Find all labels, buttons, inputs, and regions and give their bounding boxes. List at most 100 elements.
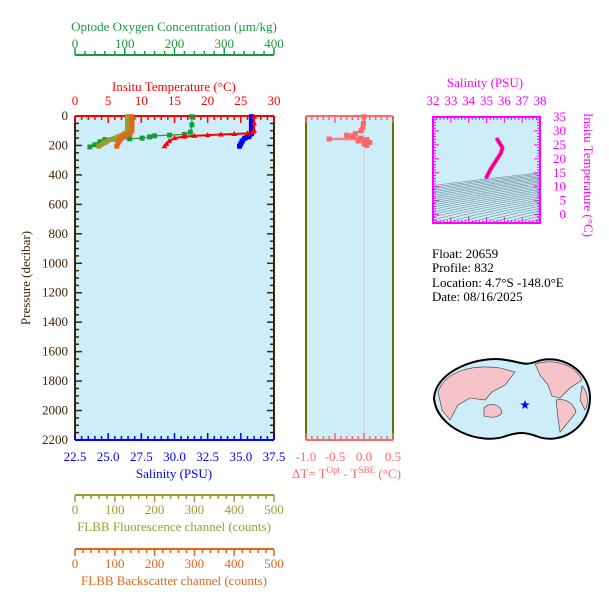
fluorescence-point [108, 137, 114, 143]
temperature-tick-label: 0 [72, 93, 79, 108]
star-icon [520, 400, 530, 409]
salinity-tick-label: 25.0 [97, 449, 120, 464]
oxygen-point [139, 135, 145, 141]
delta-t-point [358, 128, 364, 134]
salinity-point [246, 134, 252, 140]
ts-temperature-title: Insitu Temperature (°C) [581, 113, 596, 237]
ts-temperature-tick-label: 0 [560, 207, 567, 222]
density-contour [433, 194, 540, 215]
oxygen-tick-label: 200 [165, 36, 185, 51]
backscatter-tick-label: 400 [224, 556, 244, 571]
pressure-tick-label: 200 [49, 137, 69, 152]
backscatter-point [118, 136, 124, 142]
fluorescence-axis-title: FLBB Fluorescence channel (counts) [77, 519, 271, 534]
temperature-point [244, 130, 251, 136]
oxygen-point [167, 132, 173, 138]
delta-t-point [326, 136, 332, 142]
density-contour [433, 180, 540, 196]
delta-t-tick-label: 0.5 [385, 449, 401, 464]
delta-t-point [361, 114, 367, 120]
map-landmass [555, 399, 577, 433]
delta-t-point [360, 125, 366, 131]
oxygen-tick-label: 400 [264, 36, 284, 51]
oxygen-point [187, 129, 193, 135]
backscatter-tick-label: 300 [185, 556, 205, 571]
fluorescence-point [125, 114, 131, 120]
density-contour [455, 203, 540, 223]
ts-salinity-tick-label: 34 [462, 93, 476, 108]
salinity-point [237, 143, 243, 149]
temperature-axis-title: Insitu Temperature (°C) [112, 79, 236, 94]
oxygen-point [92, 142, 98, 148]
delta-t-point [361, 141, 367, 147]
backscatter-tick-label: 500 [264, 556, 284, 571]
density-contour [433, 187, 540, 206]
ts-temperature-tick-label: 30 [553, 123, 566, 138]
temperature-point [204, 132, 211, 138]
salinity-tick-label: 35.0 [229, 449, 252, 464]
backscatter-tick-label: 100 [105, 556, 125, 571]
temperature-point [249, 129, 256, 135]
salinity-point [239, 138, 245, 144]
density-contour [433, 179, 540, 194]
oxygen-point [97, 139, 103, 145]
delta-t-tick-label: -0.5 [325, 449, 346, 464]
pressure-axis-title: Pressure (decibar) [18, 231, 33, 325]
backscatter-point [116, 139, 122, 145]
salinity-tick-label: 30.0 [163, 449, 186, 464]
pressure-tick-label: 1400 [42, 314, 68, 329]
delta-t-point [355, 138, 361, 144]
ts-temperature-tick-label: 5 [560, 193, 567, 208]
oxygen-axis-title: Optode Oxygen Concentration (µm/kg) [71, 19, 277, 34]
oxygen-tick-label: 0 [72, 36, 79, 51]
pressure-tick-label: 1000 [42, 255, 68, 270]
ts-temperature-tick-label: 15 [553, 165, 566, 180]
density-contour [478, 208, 540, 223]
fluorescence-tick-label: 0 [72, 502, 79, 517]
oxygen-point [102, 137, 108, 143]
ts-salinity-tick-label: 38 [534, 93, 547, 108]
backscatter-point [129, 122, 135, 128]
salinity-point [248, 128, 254, 134]
temperature-point [231, 130, 238, 136]
density-contour [433, 175, 540, 189]
temperature-point [171, 135, 178, 141]
density-contour [433, 184, 540, 202]
salinity-tick-label: 37.5 [263, 449, 286, 464]
temperature-tick-label: 10 [135, 93, 148, 108]
pressure-tick-label: 600 [49, 196, 69, 211]
backscatter-point [114, 143, 120, 149]
fluorescence-tick-label: 200 [145, 502, 165, 517]
backscatter-point [129, 114, 135, 120]
ts-curve-inner [485, 138, 504, 178]
density-contour [433, 181, 540, 198]
ts-salinity-tick-label: 33 [444, 93, 457, 108]
salinity-point [248, 114, 254, 120]
delta-t-tick-label: 0.0 [356, 449, 372, 464]
temperature-tick-label: 15 [168, 93, 181, 108]
pressure-tick-label: 1800 [42, 373, 68, 388]
map-landmass [534, 361, 583, 399]
delta-t-tick-label: -1.0 [296, 449, 317, 464]
density-contour [433, 192, 540, 212]
density-contour [512, 215, 540, 223]
fluorescence-point [96, 143, 102, 149]
location: Location: 4.7°S -148.0°E [432, 275, 564, 290]
pressure-tick-label: 800 [49, 226, 69, 241]
density-contour [433, 189, 540, 208]
fluorescence-tick-label: 400 [224, 502, 244, 517]
temperature-point [161, 143, 168, 149]
backscatter-point [129, 128, 135, 134]
pressure-tick-label: 2000 [42, 403, 68, 418]
delta-t-point [364, 142, 370, 148]
fluorescence-point [125, 128, 131, 134]
delta-t-point [358, 135, 364, 141]
oxygen-point [189, 114, 195, 120]
world-map [432, 358, 592, 440]
ts-salinity-tick-label: 35 [480, 93, 493, 108]
density-contour [433, 177, 540, 193]
oxygen-point [147, 134, 153, 140]
profile-number: Profile: 832 [432, 260, 494, 275]
temperature-point [166, 138, 173, 144]
